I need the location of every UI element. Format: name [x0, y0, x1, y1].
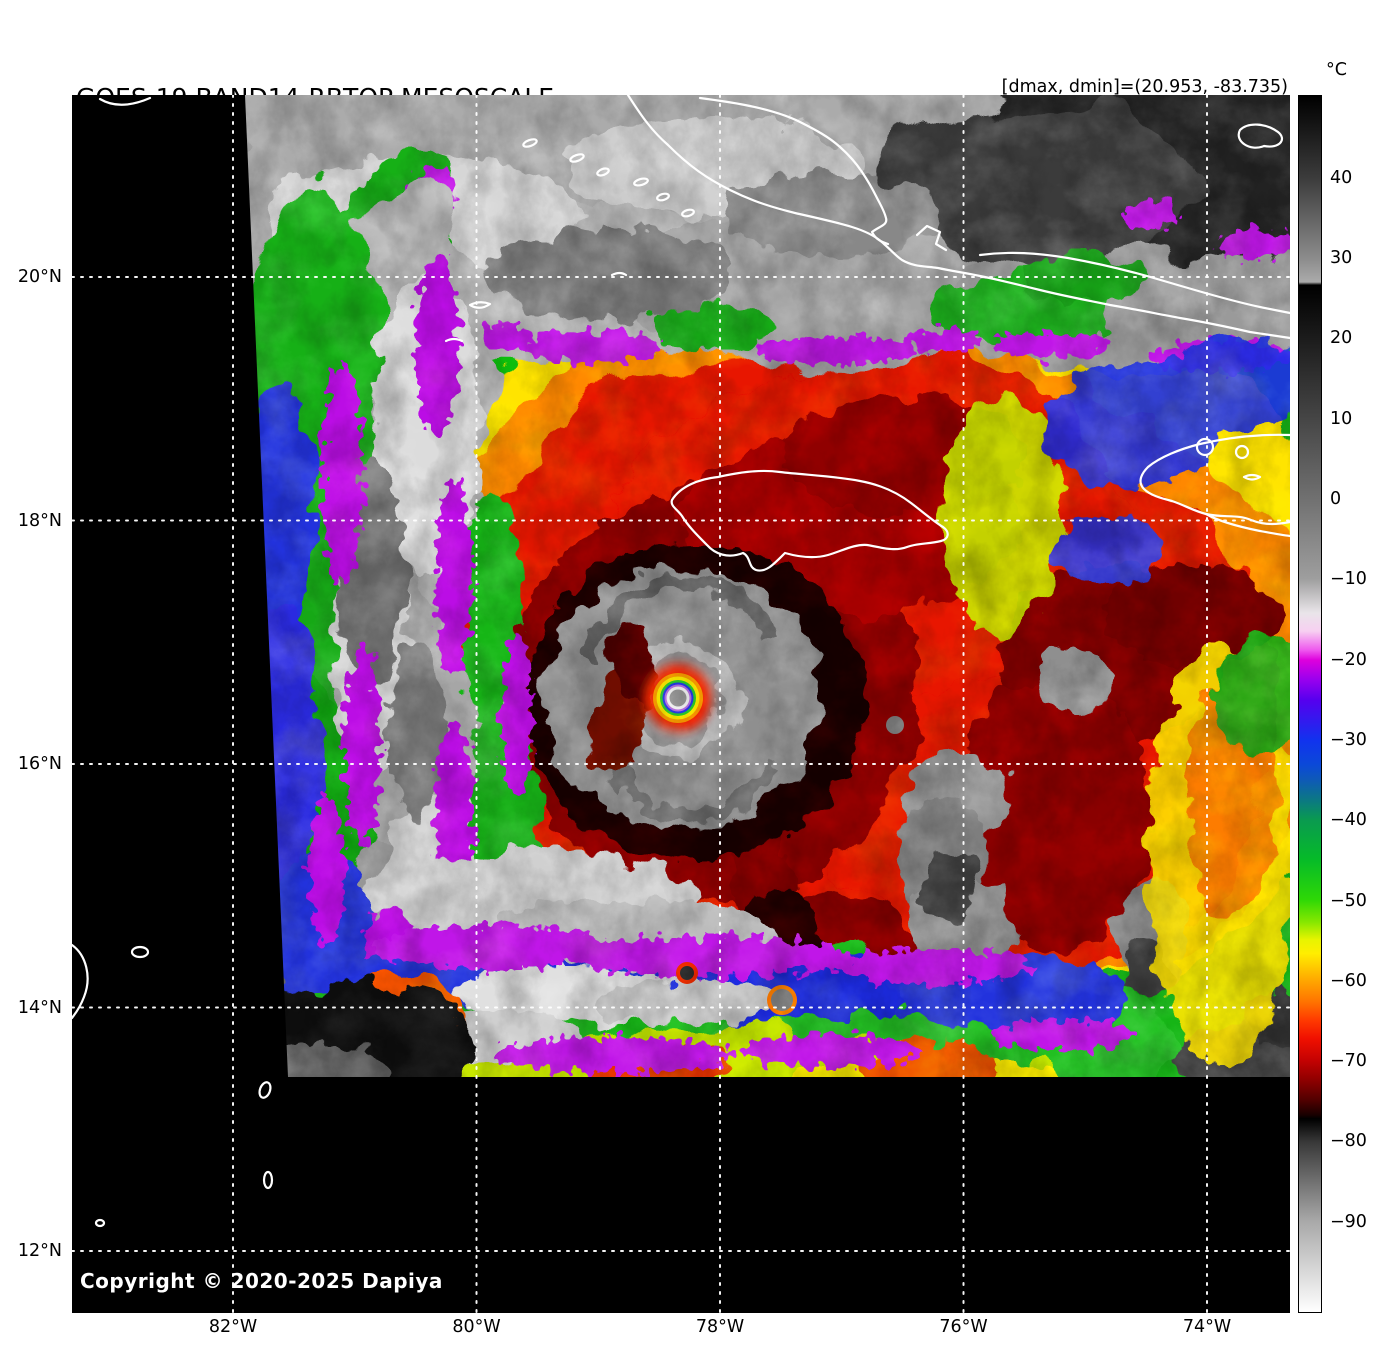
cuba-north-coastline: [698, 96, 890, 246]
small-island: [130, 945, 150, 959]
colorbar-tick: −30: [1330, 729, 1367, 750]
colorbar-tick: 20: [1330, 328, 1353, 349]
coastlines: [444, 95, 1290, 572]
hispaniola-islet-3: [1242, 473, 1262, 481]
colorbar-tick: −50: [1330, 890, 1367, 911]
colorbar-unit-label: °C: [1326, 60, 1347, 80]
colorbar-tick: −10: [1330, 569, 1367, 590]
hispaniola-islet-2: [1234, 444, 1250, 460]
data-region: [245, 95, 1290, 1077]
latitude-tick: 16°N: [17, 754, 62, 774]
satellite-map: Copyright © 2020-2025 Dapiya: [72, 95, 1290, 1313]
longitude-tick: 76°W: [939, 1317, 988, 1337]
latitude-tick: 20°N: [17, 267, 62, 287]
longitude-tick: 74°W: [1182, 1317, 1232, 1337]
colorbar-tick: 30: [1330, 248, 1353, 269]
left-edge-coast-arc: [72, 943, 89, 1020]
latitude-tick: 18°N: [17, 510, 62, 531]
cuba-cay: [633, 177, 649, 187]
hispaniola-north-coastline: [1139, 433, 1290, 526]
longitude-axis-labels: 82°W 80°W 78°W 76°W 74°W: [72, 1316, 1290, 1342]
colorbar-tick: 0: [1330, 489, 1342, 509]
cuba-south-coastline: [626, 95, 1290, 340]
colorbar-tick: 40: [1330, 167, 1353, 188]
cay-dash-2: [610, 271, 628, 277]
longitude-tick: 80°W: [452, 1317, 501, 1337]
tortuga-island-outline: [1237, 123, 1283, 149]
colorbar-tick: −80: [1330, 1131, 1367, 1152]
temperature-colorbar: [1298, 95, 1322, 1313]
small-island: [94, 1218, 106, 1228]
latitude-tick: 14°N: [17, 997, 62, 1018]
latitude-tick: 12°N: [17, 1241, 62, 1261]
colorbar-tick: −90: [1330, 1211, 1367, 1232]
latitude-axis-labels: 20°N 18°N 16°N 14°N 12°N: [0, 95, 62, 1313]
cuba-cay: [656, 192, 670, 202]
top-left-island-arc: [98, 96, 152, 106]
colorbar-tick: −40: [1330, 810, 1367, 831]
dmax-dmin-line: [dmax, dmin]=(20.953, -83.735): [1001, 77, 1288, 97]
cuba-cay: [596, 167, 610, 177]
colorbar-tick: 10: [1330, 408, 1353, 429]
hispaniola-islet: [1195, 437, 1215, 457]
cuba-northeast-coastline: [978, 251, 1290, 315]
cuba-cay: [681, 208, 695, 218]
longitude-tick: 78°W: [695, 1317, 745, 1337]
cay-dash: [444, 337, 464, 343]
colorbar-tick: −70: [1330, 1051, 1367, 1072]
cuba-bay-detail: [915, 224, 948, 252]
colorbar-tick-labels: 40 30 20 10 0 −10 −20 −30 −40 −50 −60 −70 −80 −90: [1330, 95, 1390, 1313]
cuba-cay: [569, 153, 585, 163]
small-island: [258, 1081, 272, 1099]
satellite-image: [72, 95, 1290, 1313]
colorbar-tick: −60: [1330, 970, 1367, 991]
colorbar-tick: −20: [1330, 649, 1367, 670]
outside-coastlines: [72, 96, 274, 1228]
longitude-tick: 82°W: [208, 1317, 258, 1337]
small-island: [262, 1170, 274, 1190]
jamaica-coastline: [670, 469, 949, 572]
cuba-cay: [522, 138, 538, 148]
hispaniola-south-coastline: [1204, 512, 1290, 538]
copyright-text: Copyright © 2020-2025 Dapiya: [80, 1269, 443, 1293]
